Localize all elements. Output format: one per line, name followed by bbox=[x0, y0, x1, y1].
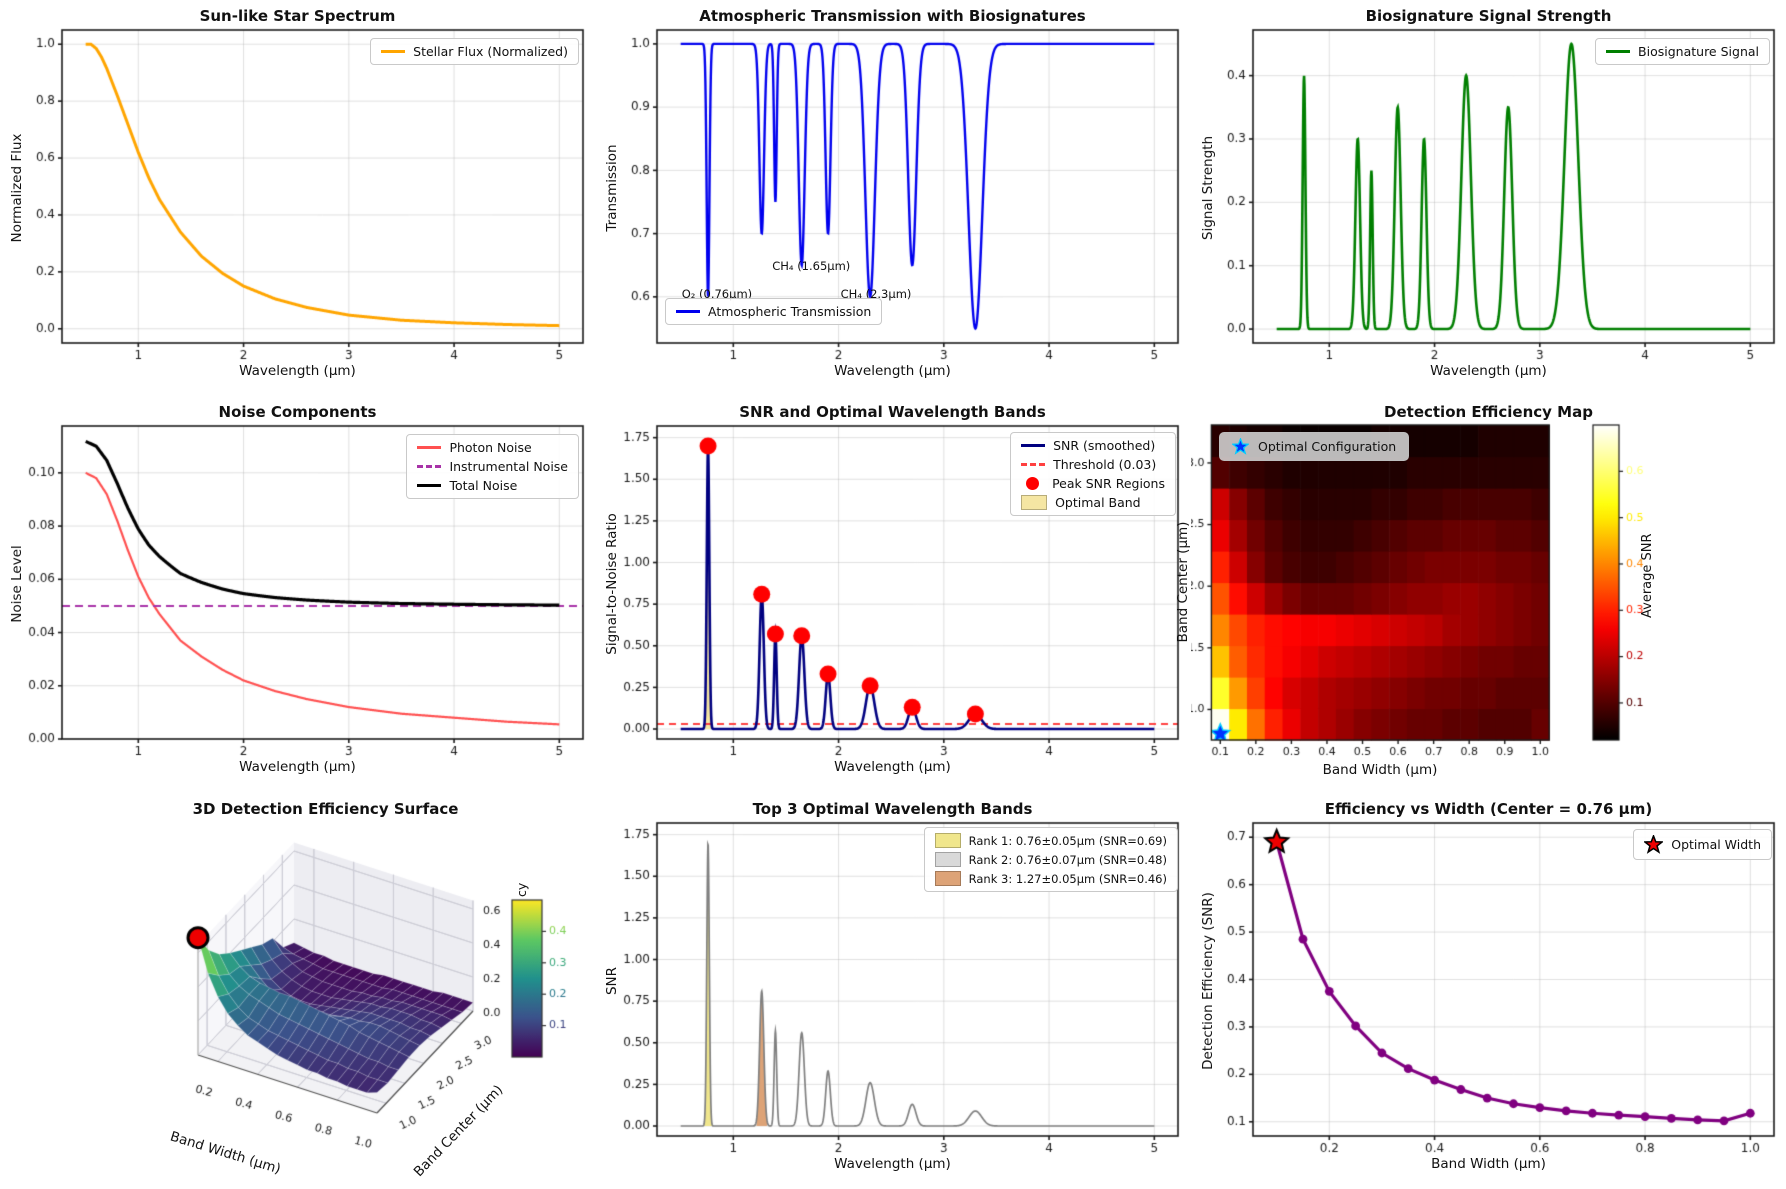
legend-item: Instrumental Noise bbox=[417, 459, 568, 474]
x-axis-label: Band Width (μm) bbox=[1431, 1156, 1546, 1172]
legend: Atmospheric Transmission bbox=[665, 298, 883, 325]
annotation-ch4-23: CH₄ (2.3μm) bbox=[840, 287, 912, 302]
colorbar-label: Average SNR bbox=[1640, 533, 1655, 618]
y-axis-label: Normalized Flux bbox=[9, 133, 25, 243]
y-axis-label: SNR bbox=[604, 966, 620, 996]
legend-label: Biosignature Signal bbox=[1638, 44, 1759, 59]
legend: Optimal Width bbox=[1633, 829, 1772, 860]
line-swatch bbox=[417, 446, 442, 449]
legend-item: Optimal Band bbox=[1021, 495, 1165, 510]
legend: SNR (smoothed) Threshold (0.03) Peak SNR… bbox=[1010, 432, 1176, 516]
legend-item: Rank 1: 0.76±0.05μm (SNR=0.69) bbox=[934, 833, 1167, 848]
subplot-top3-bands: Top 3 Optimal Wavelength Bands Wavelengt… bbox=[595, 793, 1190, 1189]
annotation-ch4-165: CH₄ (1.65μm) bbox=[772, 259, 851, 274]
legend-item: Rank 3: 1.27±0.05μm (SNR=0.46) bbox=[934, 871, 1167, 886]
legend-label: Optimal Configuration bbox=[1258, 439, 1397, 454]
legend-item: Rank 2: 0.76±0.07μm (SNR=0.48) bbox=[934, 852, 1167, 867]
legend-item: Atmospheric Transmission bbox=[676, 304, 871, 319]
plot-title: Noise Components bbox=[218, 403, 377, 421]
legend-item: SNR (smoothed) bbox=[1021, 438, 1165, 453]
subplot-3d-surface: 3D Detection Efficiency Surface Band Wid… bbox=[0, 793, 595, 1189]
plot-title: Sun-like Star Spectrum bbox=[199, 7, 396, 25]
legend-item: Optimal Width bbox=[1644, 835, 1761, 854]
patch-swatch bbox=[934, 852, 961, 867]
legend-item: Biosignature Signal bbox=[1606, 44, 1759, 59]
legend-label: Rank 2: 0.76±0.07μm (SNR=0.48) bbox=[968, 852, 1167, 867]
y-axis-label: Signal-to-Noise Ratio bbox=[604, 513, 620, 655]
patch-swatch bbox=[934, 833, 961, 848]
line-swatch bbox=[1021, 444, 1046, 447]
legend: Photon Noise Instrumental Noise Total No… bbox=[406, 434, 579, 499]
legend-item: Peak SNR Regions bbox=[1021, 476, 1165, 491]
y-axis-label: Transmission bbox=[604, 144, 620, 232]
legend-label: Photon Noise bbox=[449, 440, 532, 455]
legend-item: Stellar Flux (Normalized) bbox=[381, 44, 568, 59]
efficiency-map-canvas bbox=[1191, 396, 1786, 792]
subplot-biosignature: Biosignature Signal Strength Wavelength … bbox=[1191, 0, 1786, 396]
legend-label: SNR (smoothed) bbox=[1053, 438, 1156, 453]
line-swatch bbox=[676, 310, 700, 313]
y-axis-label: Noise Level bbox=[9, 545, 25, 623]
legend: Biosignature Signal bbox=[1595, 38, 1770, 65]
legend-label: Instrumental Noise bbox=[449, 459, 568, 474]
y-axis-label: Band Center (μm) bbox=[1175, 521, 1191, 643]
x-axis-label: Band Width (μm) bbox=[1322, 762, 1438, 778]
subplot-star-spectrum: Sun-like Star Spectrum Wavelength (μm) N… bbox=[0, 0, 595, 396]
star-spectrum-canvas bbox=[0, 0, 595, 396]
legend-label: Threshold (0.03) bbox=[1053, 457, 1157, 472]
plot-title: Biosignature Signal Strength bbox=[1365, 7, 1612, 25]
legend-item: Photon Noise bbox=[417, 440, 568, 455]
x-axis-label: Wavelength (μm) bbox=[834, 1156, 951, 1172]
legend-label: Atmospheric Transmission bbox=[708, 304, 872, 319]
x-axis-label: Wavelength (μm) bbox=[1430, 363, 1547, 379]
annotation-o2: O₂ (0.76μm) bbox=[681, 287, 753, 302]
x-axis-label: Wavelength (μm) bbox=[239, 363, 356, 379]
plot-title: 3D Detection Efficiency Surface bbox=[192, 800, 459, 818]
legend-item: Total Noise bbox=[417, 478, 568, 493]
x-axis-label: Wavelength (μm) bbox=[239, 759, 356, 775]
patch-swatch bbox=[934, 871, 961, 886]
legend-label: Total Noise bbox=[449, 478, 518, 493]
plot-title: Atmospheric Transmission with Biosignatu… bbox=[699, 7, 1086, 25]
legend-label: Rank 3: 1.27±0.05μm (SNR=0.46) bbox=[968, 871, 1167, 886]
star-icon bbox=[1232, 438, 1249, 455]
dashed-line-swatch bbox=[417, 465, 442, 468]
legend-label: Optimal Width bbox=[1671, 837, 1761, 852]
plot-title: Detection Efficiency Map bbox=[1384, 403, 1593, 421]
x-axis-label: Wavelength (μm) bbox=[834, 363, 951, 379]
surface-3d-canvas bbox=[0, 793, 595, 1189]
patch-swatch bbox=[1021, 495, 1048, 510]
legend-label: Optimal Band bbox=[1055, 495, 1141, 510]
plot-title: SNR and Optimal Wavelength Bands bbox=[739, 403, 1046, 421]
y-axis-label: Signal Strength bbox=[1200, 135, 1216, 241]
line-swatch bbox=[417, 484, 442, 487]
legend-label: Rank 1: 0.76±0.05μm (SNR=0.69) bbox=[968, 833, 1167, 848]
x-axis-label: Wavelength (μm) bbox=[834, 759, 951, 775]
transmission-canvas bbox=[595, 0, 1190, 396]
legend: Rank 1: 0.76±0.05μm (SNR=0.69) Rank 2: 0… bbox=[923, 827, 1178, 892]
dot-swatch bbox=[1026, 477, 1040, 490]
plot-title: Top 3 Optimal Wavelength Bands bbox=[752, 800, 1033, 818]
subplot-noise: Noise Components Wavelength (μm) Noise L… bbox=[0, 396, 595, 792]
legend-label: Stellar Flux (Normalized) bbox=[413, 44, 568, 59]
legend: Stellar Flux (Normalized) bbox=[370, 38, 579, 65]
dashed-line-swatch bbox=[1021, 463, 1046, 466]
legend-item: Threshold (0.03) bbox=[1021, 457, 1165, 472]
line-swatch bbox=[381, 50, 406, 53]
subplot-transmission: Atmospheric Transmission with Biosignatu… bbox=[595, 0, 1190, 396]
plot-title: Efficiency vs Width (Center = 0.76 μm) bbox=[1324, 800, 1653, 818]
star-icon bbox=[1644, 835, 1664, 854]
y-axis-label: Detection Efficiency (SNR) bbox=[1200, 892, 1216, 1070]
subplot-snr: SNR and Optimal Wavelength Bands Wavelen… bbox=[595, 396, 1190, 792]
biosignature-canvas bbox=[1191, 0, 1786, 396]
subplot-efficiency-vs-width: Efficiency vs Width (Center = 0.76 μm) B… bbox=[1191, 793, 1786, 1189]
colorbar-label: cy bbox=[514, 882, 529, 897]
legend-label: Peak SNR Regions bbox=[1052, 476, 1165, 491]
subplot-efficiency-map: Detection Efficiency Map Band Width (μm)… bbox=[1175, 396, 1786, 792]
legend: Optimal Configuration bbox=[1219, 432, 1410, 461]
line-swatch bbox=[1606, 50, 1631, 53]
